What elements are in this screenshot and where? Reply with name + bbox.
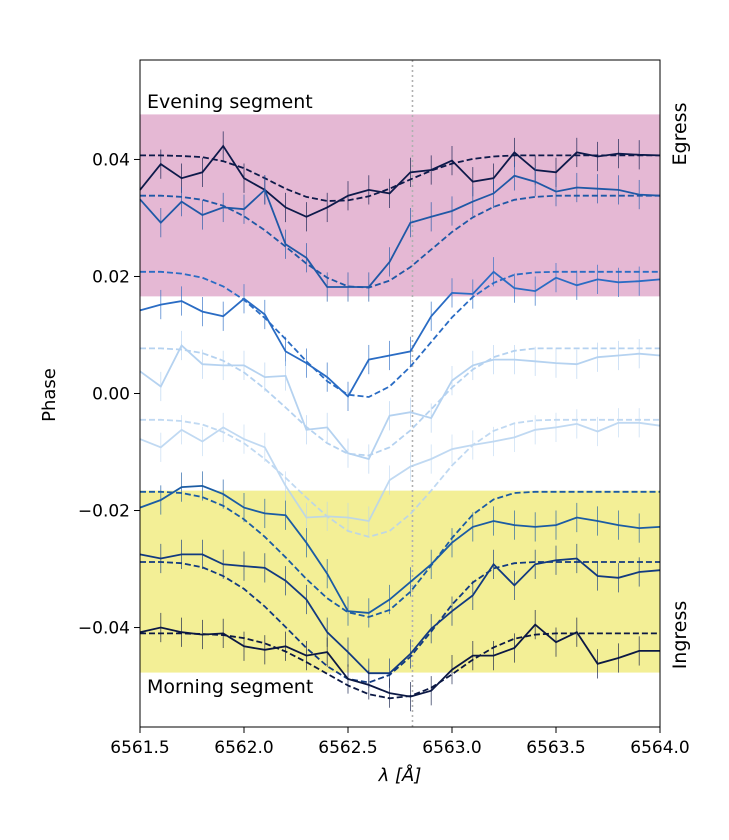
x-tick-label: 6561.5 <box>110 738 169 758</box>
data-line-egress-2 <box>139 174 661 288</box>
series-egress-2 <box>139 161 661 302</box>
data-line-center-1 <box>139 270 661 398</box>
x-tick-label: 6564.0 <box>630 738 689 758</box>
model-line-center-1 <box>140 270 660 398</box>
x-tick-label: 6562.0 <box>214 738 273 758</box>
model-line-ingress-1 <box>140 490 660 618</box>
x-axis-title: λ [Å] <box>378 764 422 786</box>
series-center-1 <box>139 257 661 412</box>
series-center-3 <box>139 408 661 538</box>
y-tick-label: −0.02 <box>78 502 130 522</box>
evening-segment-label: Evening segment <box>147 91 313 113</box>
model-line-center-3 <box>140 418 660 538</box>
morning-segment-label: Morning segment <box>147 676 313 698</box>
model-line-center-2 <box>140 347 660 457</box>
y-axis-title: Phase <box>39 368 60 422</box>
data-line-ingress-3 <box>139 623 660 698</box>
data-line-ingress-1 <box>139 484 661 614</box>
egress-label: Egress <box>669 103 691 166</box>
data-line-center-3 <box>139 421 661 522</box>
phase-bands <box>140 114 660 673</box>
y-tick-label: 0.00 <box>92 385 130 405</box>
axes-group: 6561.5 6562.0 6562.5 6563.0 6563.5 6564.0 −0.0… <box>78 59 690 758</box>
data-line-center-2 <box>139 344 661 461</box>
x-tick-label: 6562.5 <box>318 738 377 758</box>
data-line-ingress-2 <box>139 553 661 675</box>
y-tick-label: 0.04 <box>92 150 130 170</box>
y-tick-label: −0.04 <box>78 619 130 639</box>
ingress-label: Ingress <box>669 601 691 670</box>
x-tick-label: 6563.0 <box>422 738 481 758</box>
series-group <box>139 131 661 712</box>
band-morning <box>140 490 660 673</box>
x-tick-label: 6563.5 <box>526 738 585 758</box>
y-tick-label: 0.02 <box>92 267 130 287</box>
band-evening <box>140 114 660 297</box>
data-line-egress-1 <box>139 144 661 218</box>
series-center-2 <box>139 330 661 474</box>
model-line-egress-2 <box>140 194 660 289</box>
